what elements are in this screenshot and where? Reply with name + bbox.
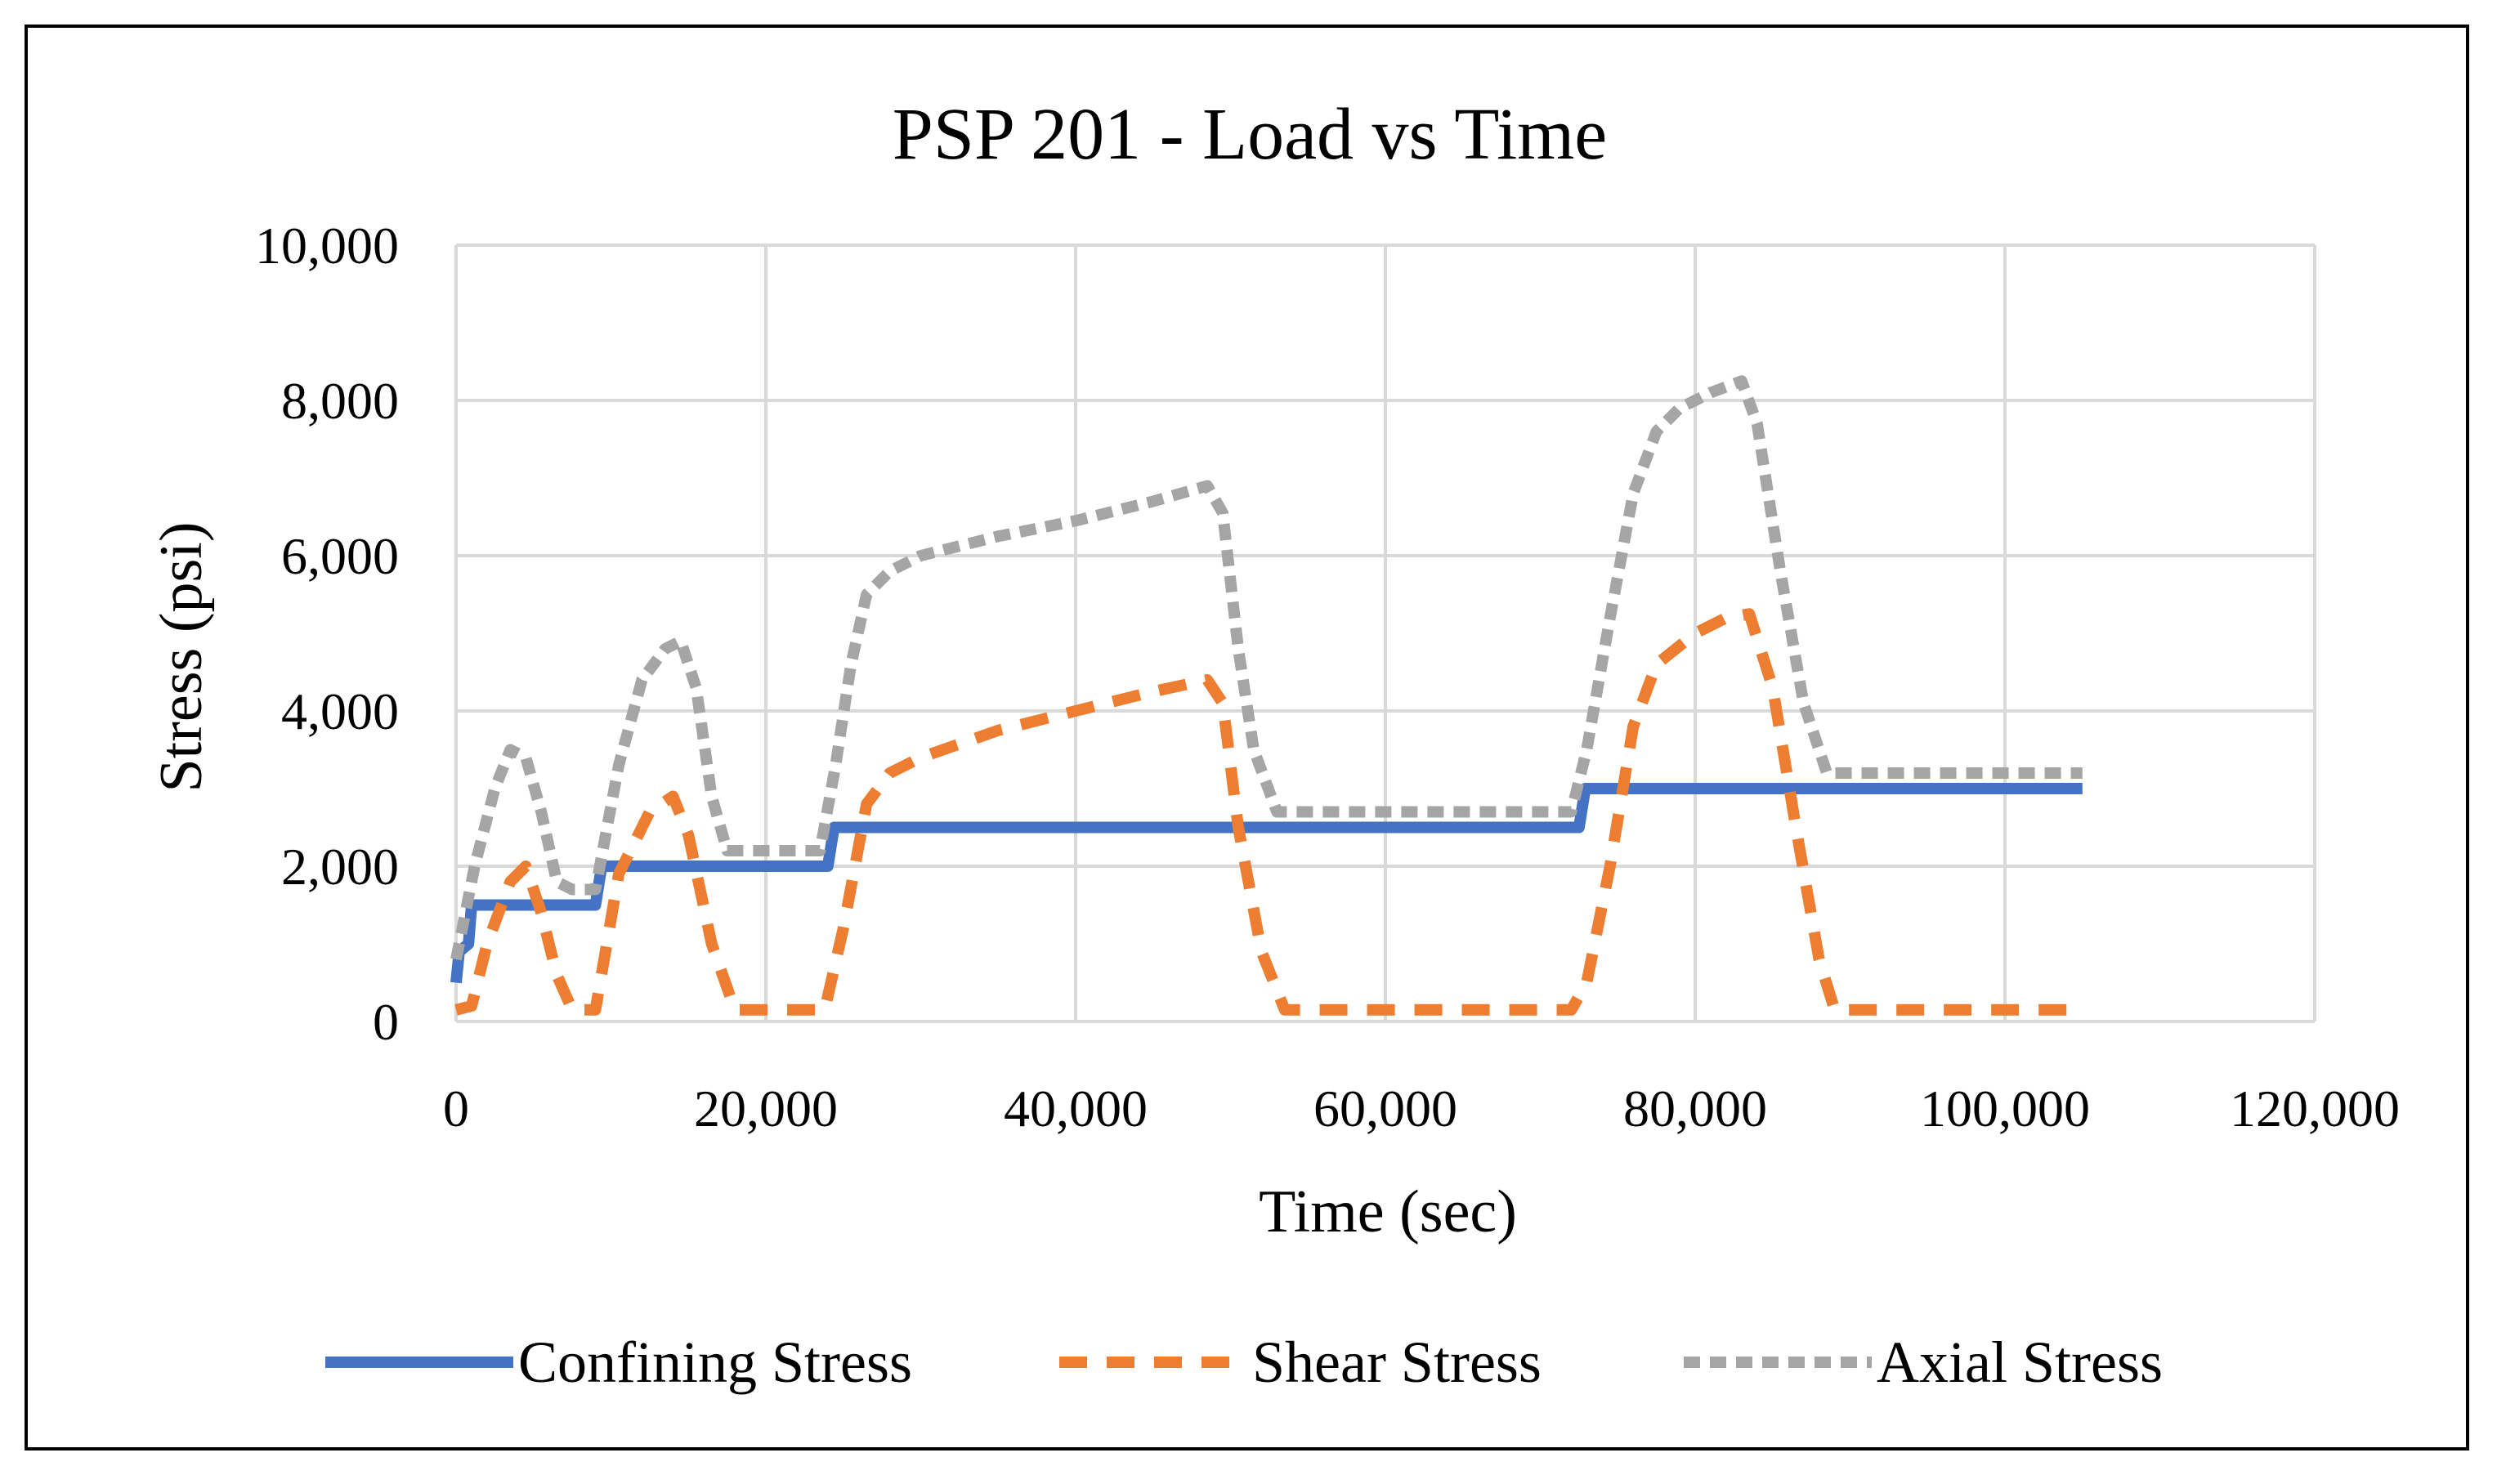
chart-svg: PSP 201 - Load vs Time 0 2,000 4,000 6,000 8… <box>148 94 2400 1395</box>
y-tick-label: 2,000 <box>281 838 399 896</box>
x-tick-label: 20,000 <box>694 1079 838 1138</box>
legend: Confining Stress Shear Stress Axial Stress <box>325 1330 2163 1395</box>
chart-frame: PSP 201 - Load vs Time 0 2,000 4,000 6,000 8… <box>25 25 2469 1450</box>
legend-label: Confining Stress <box>518 1330 912 1395</box>
series-line-axial-stress <box>450 375 2083 961</box>
x-tick-label: 60,000 <box>1313 1079 1457 1138</box>
series-line-shear-stress <box>454 608 2083 1016</box>
y-tick-label: 0 <box>373 993 399 1051</box>
y-tick-label: 8,000 <box>281 372 399 430</box>
tick-labels: 0 2,000 4,000 6,000 8,000 10,000 0 20,000 40,000… <box>255 217 2400 1138</box>
gridlines <box>454 244 2316 1023</box>
y-tick-label: 6,000 <box>281 527 399 585</box>
series-layer <box>450 375 2083 1016</box>
y-axis-title: Stress (psi) <box>148 522 215 793</box>
x-tick-label: 40,000 <box>1004 1079 1148 1138</box>
legend-label: Shear Stress <box>1252 1330 1542 1395</box>
x-tick-label: 80,000 <box>1623 1079 1767 1138</box>
legend-label: Axial Stress <box>1877 1330 2163 1395</box>
x-tick-label: 120,000 <box>2230 1079 2400 1138</box>
x-tick-label: 0 <box>443 1079 469 1138</box>
y-tick-label: 10,000 <box>255 217 399 275</box>
y-tick-label: 4,000 <box>281 682 399 740</box>
chart-title: PSP 201 - Load vs Time <box>893 94 1607 175</box>
x-axis-title: Time (sec) <box>1259 1178 1517 1245</box>
x-tick-label: 100,000 <box>1920 1079 2090 1138</box>
